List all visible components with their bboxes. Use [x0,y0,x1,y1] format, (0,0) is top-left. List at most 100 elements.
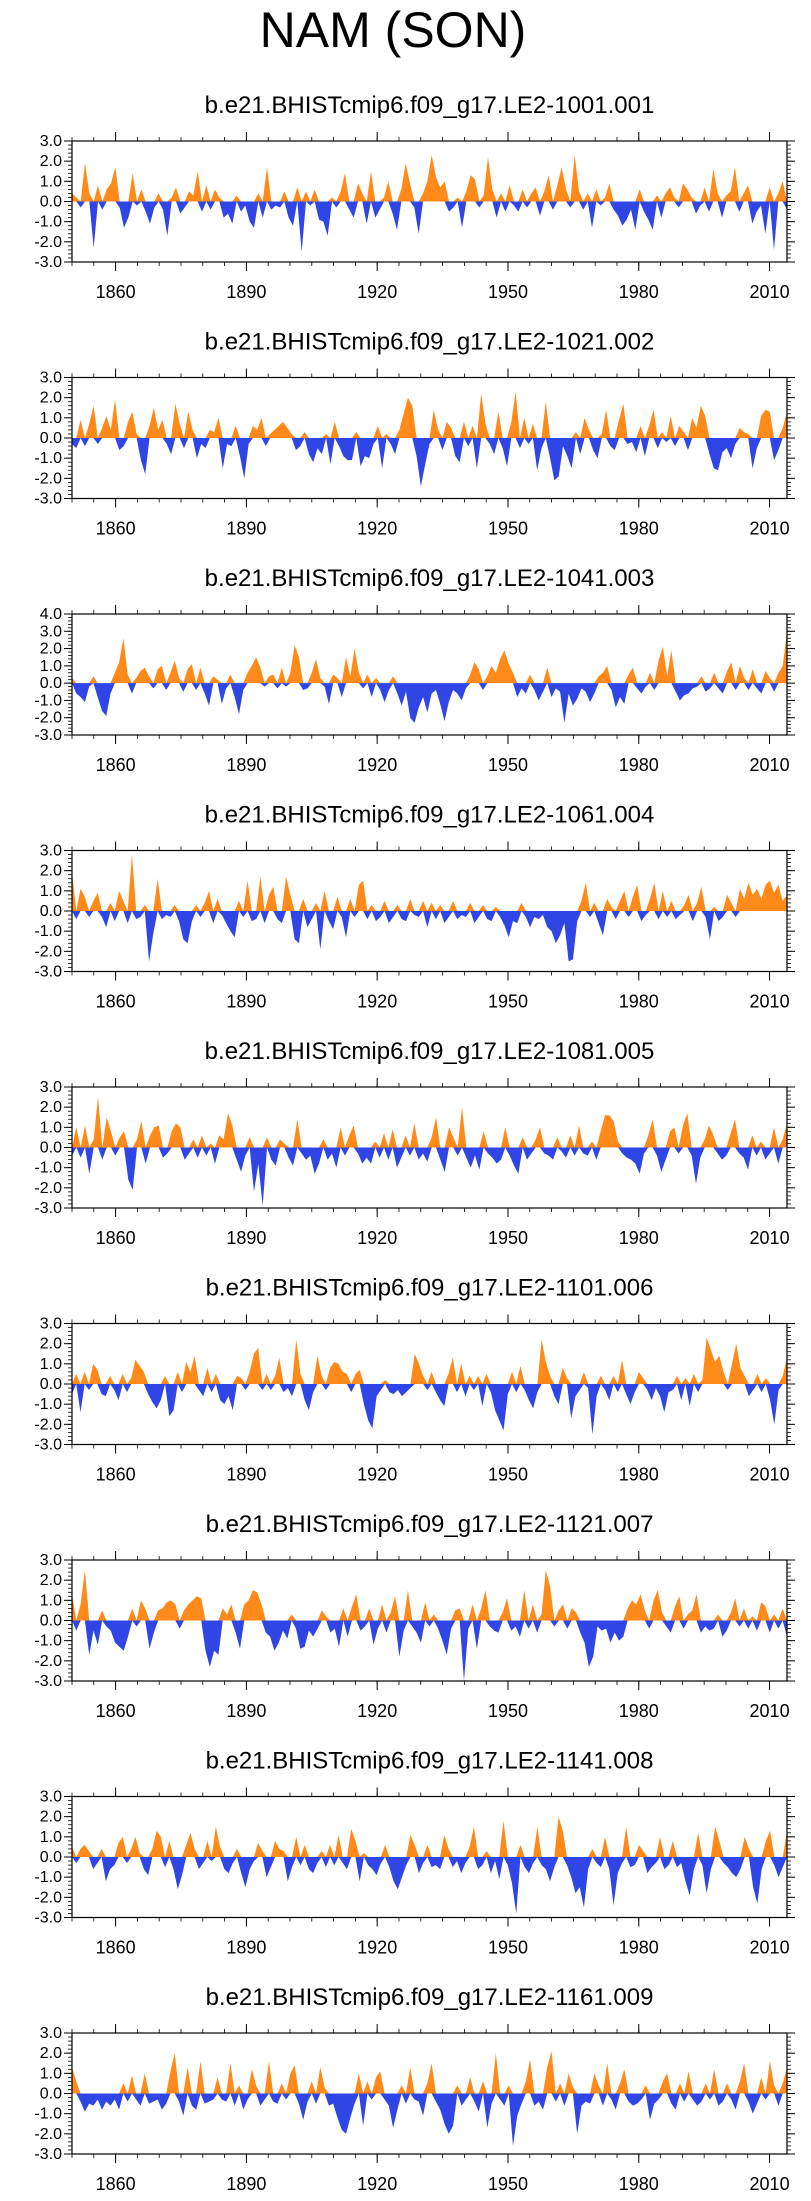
chart-panel-2: b.e21.BHISTcmip6.f09_g17.LE2-1021.002 3.0… [34,329,795,539]
y-tick-label: -1.0 [34,214,62,231]
y-tick-label: 3.0 [40,1552,62,1569]
y-tick-label: 3.0 [40,1079,62,1096]
y-tick-label: -1.0 [34,1160,62,1177]
chart-panel-4: b.e21.BHISTcmip6.f09_g17.LE2-1061.004 3.0… [34,802,795,1012]
negative-anomaly-area [72,1147,787,1206]
x-tick-label: 1980 [619,1938,659,1958]
y-tick-label: 1.0 [40,410,62,427]
x-tick-label: 1950 [488,2174,528,2194]
y-tick-label: -3.0 [34,1673,62,1690]
x-tick-label: 1950 [488,755,528,775]
chart-panel-3: b.e21.BHISTcmip6.f09_g17.LE2-1041.003 4.0… [34,565,795,775]
y-tick-label: 2.0 [40,641,62,658]
chart-panel-6: b.e21.BHISTcmip6.f09_g17.LE2-1101.006 3.0… [34,1275,795,1485]
y-tick-label: 3.0 [40,2025,62,2042]
y-tick-label: 0.0 [40,1849,62,1866]
chart-panel-1: b.e21.BHISTcmip6.f09_g17.LE2-1001.001 3.0… [34,92,795,302]
chart-panel-8: b.e21.BHISTcmip6.f09_g17.LE2-1141.008 3.0… [34,1748,795,1958]
positive-anomaly-area [72,1816,787,1857]
chart-panel-9: b.e21.BHISTcmip6.f09_g17.LE2-1161.009 3.0… [34,1984,795,2194]
y-tick-label: 2.0 [40,2045,62,2062]
x-tick-label: 1890 [226,755,266,775]
y-tick-label: -1.0 [34,2106,62,2123]
y-tick-label: -3.0 [34,1200,62,1217]
y-tick-label: 1.0 [40,658,62,675]
y-tick-label: -3.0 [34,254,62,271]
positive-anomaly-area [72,1337,787,1384]
x-tick-label: 1920 [357,1228,397,1248]
positive-anomaly-area [72,391,787,438]
x-tick-label: 1860 [96,519,136,539]
x-tick-label: 1950 [488,519,528,539]
x-tick-label: 1920 [357,1465,397,1485]
negative-anomaly-area [72,438,787,487]
x-tick-label: 2010 [750,282,790,302]
panel-title: b.e21.BHISTcmip6.f09_g17.LE2-1001.001 [205,92,655,119]
plot-frame [71,613,788,736]
x-tick-label: 1890 [226,282,266,302]
x-tick-label: 1860 [96,992,136,1012]
y-tick-label: 1.0 [40,883,62,900]
y-tick-label: 1.0 [40,1119,62,1136]
x-tick-label: 1980 [619,1465,659,1485]
x-tick-label: 1860 [96,1228,136,1248]
y-tick-label: 2.0 [40,863,62,880]
y-tick-label: 3.0 [40,133,62,150]
x-tick-label: 1890 [226,2174,266,2194]
x-tick-label: 1980 [619,755,659,775]
x-tick-label: 1890 [226,1701,266,1721]
negative-anomaly-area [72,1857,787,1914]
x-tick-label: 1920 [357,1938,397,1958]
y-tick-label: -2.0 [34,943,62,960]
x-tick-label: 1980 [619,992,659,1012]
y-tick-label: 4.0 [40,606,62,623]
y-tick-label: -3.0 [34,1910,62,1927]
panel-title: b.e21.BHISTcmip6.f09_g17.LE2-1121.007 [206,1511,654,1538]
y-tick-label: 0.0 [40,1140,62,1157]
panel-title: b.e21.BHISTcmip6.f09_g17.LE2-1041.003 [205,565,655,592]
x-tick-label: 1980 [619,519,659,539]
figure-title: NAM (SON) [260,2,527,58]
y-tick-label: 2.0 [40,1099,62,1116]
panel-title: b.e21.BHISTcmip6.f09_g17.LE2-1021.002 [205,329,655,356]
negative-anomaly-area [72,911,787,962]
negative-anomaly-area [72,1620,787,1681]
x-tick-label: 2010 [750,2174,790,2194]
x-tick-label: 1920 [357,519,397,539]
y-tick-label: -2.0 [34,1653,62,1670]
y-tick-label: 3.0 [40,1789,62,1806]
x-tick-label: 1950 [488,1701,528,1721]
y-tick-label: 0.0 [40,1613,62,1630]
y-tick-label: 3.0 [40,1316,62,1333]
panel-title: b.e21.BHISTcmip6.f09_g17.LE2-1101.006 [206,1275,654,1302]
x-tick-label: 2010 [750,1701,790,1721]
positive-anomaly-area [72,854,787,911]
panel-title: b.e21.BHISTcmip6.f09_g17.LE2-1061.004 [205,802,655,829]
positive-anomaly-area [72,155,787,202]
x-tick-label: 1950 [488,1228,528,1248]
chart-panels: b.e21.BHISTcmip6.f09_g17.LE2-1001.001 3.0… [34,92,795,2194]
negative-anomaly-area [72,2093,787,2146]
x-tick-label: 1860 [96,282,136,302]
y-tick-label: 1.0 [40,1356,62,1373]
y-tick-label: 1.0 [40,1829,62,1846]
y-tick-label: -2.0 [34,1416,62,1433]
y-tick-label: -3.0 [34,1437,62,1454]
x-tick-label: 1920 [357,1701,397,1721]
panel-title: b.e21.BHISTcmip6.f09_g17.LE2-1161.009 [206,1984,654,2011]
y-tick-label: -1.0 [34,1633,62,1650]
x-tick-label: 1890 [226,1465,266,1485]
y-tick-label: -3.0 [34,964,62,981]
y-tick-label: -2.0 [34,2126,62,2143]
x-tick-label: 1890 [226,992,266,1012]
y-tick-label: 0.0 [40,2086,62,2103]
y-tick-label: -2.0 [34,710,62,727]
x-tick-label: 1860 [96,2174,136,2194]
x-tick-label: 2010 [750,1465,790,1485]
chart-panel-7: b.e21.BHISTcmip6.f09_g17.LE2-1121.007 3.0… [34,1511,795,1721]
y-tick-label: -3.0 [34,2146,62,2163]
panel-title: b.e21.BHISTcmip6.f09_g17.LE2-1141.008 [206,1748,654,1775]
y-tick-label: 2.0 [40,1336,62,1353]
y-tick-label: 2.0 [40,1809,62,1826]
